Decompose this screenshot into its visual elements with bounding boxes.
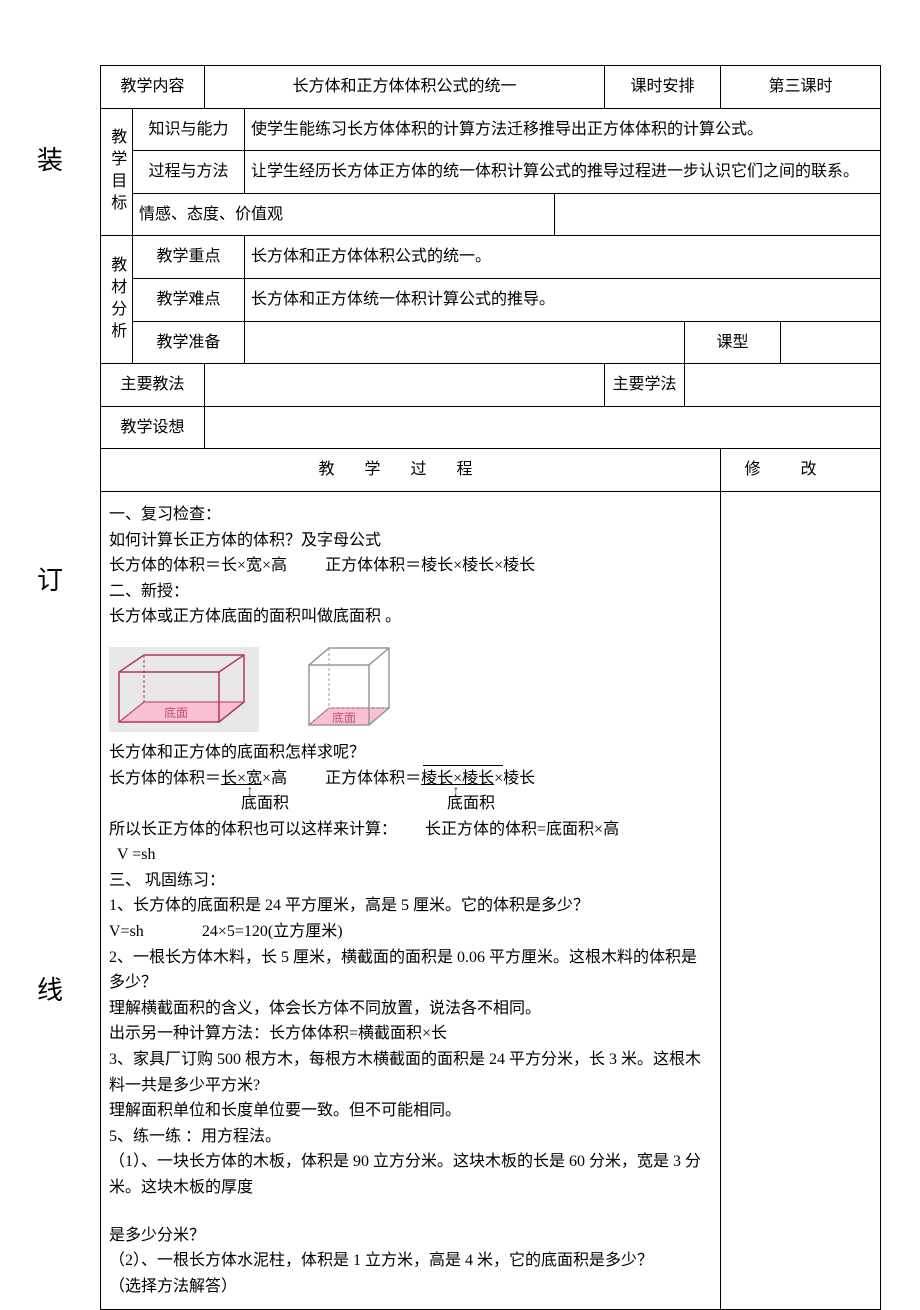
line-06-text: 长方体和正方体的底面积怎样求呢？ xyxy=(109,744,365,761)
goals-row-1: 教学目标 知识与能力 使学生能练习长方体体积的计算方法迁移推导出正方体体积的计算… xyxy=(101,108,881,151)
cuboid-diagram: 底面 xyxy=(109,647,259,732)
margin-label-mid: 订 xyxy=(30,560,70,597)
goals-knowledge-value: 使学生能练习长方体体积的计算方法迁移推导出正方体体积的计算公式。 xyxy=(245,108,881,151)
line-05: 长方体或正方体底面的面积叫做底面积 。 xyxy=(109,604,712,630)
line-08: ↑ 底面积 ↑ 底面积 xyxy=(109,791,712,817)
analysis-type-value xyxy=(781,321,881,364)
line-07: 长方体的体积＝长×宽×高 正方体体积＝棱长×棱长×棱长 xyxy=(109,766,712,792)
line-20: （1）、一块长方体的木板，体积是 90 立方分米。这块木板的长是 60 分米，宽… xyxy=(109,1149,712,1200)
line-03: 长方体的体积＝长×宽×高 正方体体积＝棱长×棱长×棱长 xyxy=(109,553,712,579)
margin-label-top: 装 xyxy=(30,140,70,177)
teaching-content-label: 教学内容 xyxy=(101,66,205,109)
line-01: 一、复习检查： xyxy=(109,502,712,528)
analysis-side-label: 教材分析 xyxy=(101,236,133,364)
line-19: 5、练一练 ：用方程法。 xyxy=(109,1124,712,1150)
analysis-row-3: 教学准备 课型 xyxy=(101,321,881,364)
line-15: 理解横截面积的含义，体会长方体不同放置，说法各不相同。 xyxy=(109,996,712,1022)
shapes-row: 底面 底面 xyxy=(109,640,712,732)
learn-method-label: 主要学法 xyxy=(605,364,685,407)
process-header-row: 教学过程 修改 xyxy=(101,449,881,492)
line-07f: ×棱长 xyxy=(494,770,535,787)
line-02: 如何计算长正方体的体积？及字母公式 xyxy=(109,528,712,554)
goals-process-value: 让学生经历长方体正方体的统一体积计算公式的推导过程进一步认识它们之间的联系。 xyxy=(245,151,881,194)
line-07a: 长方体的体积＝ xyxy=(109,770,221,787)
line-13b: 24×5=120(立方厘米) xyxy=(202,923,343,940)
period-value: 第三课时 xyxy=(721,66,881,109)
line-10: V =sh xyxy=(117,842,712,868)
header-row: 教学内容 长方体和正方体体积公式的统一 课时安排 第三课时 xyxy=(101,66,881,109)
line-12: 1、长方体的底面积是 24 平方厘米，高是 5 厘米。它的体积是多少？ xyxy=(109,893,712,919)
goals-attitude-value xyxy=(555,193,881,236)
margin-label-bot: 线 xyxy=(30,970,70,1007)
process-header-right: 修改 xyxy=(721,449,881,492)
lesson-plan-table: 教学内容 长方体和正方体体积公式的统一 课时安排 第三课时 教学目标 知识与能力… xyxy=(100,65,881,1310)
analysis-prep-label: 教学准备 xyxy=(133,321,245,364)
goals-row-3: 情感、态度、价值观 xyxy=(101,193,881,236)
process-header-left: 教学过程 xyxy=(101,449,721,492)
goals-side-label: 教学目标 xyxy=(101,108,133,236)
process-content: 一、复习检查： 如何计算长正方体的体积？及字母公式 长方体的体积＝长×宽×高 正… xyxy=(101,491,721,1309)
process-header-right-text: 修改 xyxy=(745,461,857,478)
line-07d: 正方体体积＝ xyxy=(325,770,421,787)
analysis-row-2: 教学难点 长方体和正方体统一体积计算公式的推导。 xyxy=(101,278,881,321)
ideas-row: 教学设想 xyxy=(101,406,881,449)
analysis-focus-label: 教学重点 xyxy=(133,236,245,279)
line-17: 3、家具厂订购 500 根方木，每根方木横截面的面积是 24 平方分米，长 3 … xyxy=(109,1047,712,1098)
line-18: 理解面积单位和长度单位要一致。但不可能相同。 xyxy=(109,1098,712,1124)
line-09: 所以长正方体的体积也可以这样来计算： 长正方体的体积=底面积×高 xyxy=(109,817,712,843)
gap xyxy=(109,1201,712,1223)
modify-column xyxy=(721,491,881,1309)
goals-attitude-label: 情感、态度、价值观 xyxy=(133,193,555,236)
goals-knowledge-label: 知识与能力 xyxy=(133,108,245,151)
line-14: 2、一根长方体木料，长 5 厘米，横截面的面积是 0.06 平方厘米。这根木料的… xyxy=(109,945,712,996)
line-23: （选择方法解答） xyxy=(109,1274,712,1300)
analysis-prep-value xyxy=(245,321,685,364)
line-08a-wrap: ↑ 底面积 xyxy=(241,795,293,812)
line-11: 三、 巩固练习： xyxy=(109,868,712,894)
line-16: 出示另一种计算方法：长方体体积=横截面积×长 xyxy=(109,1021,712,1047)
arrow-up-1: ↑ xyxy=(247,781,253,800)
line-13: V=sh 24×5=120(立方厘米) xyxy=(109,919,712,945)
process-header-left-text: 教学过程 xyxy=(319,461,503,478)
methods-row: 主要教法 主要学法 xyxy=(101,364,881,407)
teach-method-value xyxy=(205,364,605,407)
line-21: 是多少分米？ xyxy=(109,1223,712,1249)
cuboid-base-label: 底面 xyxy=(164,705,188,720)
analysis-difficulty-label: 教学难点 xyxy=(133,278,245,321)
line-22: （2）、一根长方体水泥柱，体积是 1 立方米，高是 4 米，它的底面积是多少？ xyxy=(109,1248,712,1274)
goals-row-2: 过程与方法 让学生经历长方体正方体的统一体积计算公式的推导过程进一步认识它们之间… xyxy=(101,151,881,194)
analysis-type-label: 课型 xyxy=(685,321,781,364)
teaching-content-title: 长方体和正方体体积公式的统一 xyxy=(205,66,605,109)
analysis-row-1: 教材分析 教学重点 长方体和正方体体积公式的统一。 xyxy=(101,236,881,279)
teach-method-label: 主要教法 xyxy=(101,364,205,407)
arrow-up-2: ↑ xyxy=(453,781,459,800)
period-arrange-label: 课时安排 xyxy=(605,66,721,109)
line-13a: V=sh xyxy=(109,923,144,940)
analysis-focus-value: 长方体和正方体体积公式的统一。 xyxy=(245,236,881,279)
line-03b: 正方体体积＝棱长×棱长×棱长 xyxy=(325,557,535,574)
line-08b-wrap: ↑ 底面积 xyxy=(447,795,495,812)
blank-line xyxy=(423,746,503,765)
line-07c: ×高 xyxy=(262,770,287,787)
content-row: 一、复习检查： 如何计算长正方体的体积？及字母公式 长方体的体积＝长×宽×高 正… xyxy=(101,491,881,1309)
cube-diagram: 底面 xyxy=(299,640,399,732)
line-09b: 长正方体的体积=底面积×高 xyxy=(425,821,619,838)
cube-base-label: 底面 xyxy=(332,710,356,725)
line-07b: 长×宽 xyxy=(221,770,262,787)
line-06: 长方体和正方体的底面积怎样求呢？ xyxy=(109,740,712,766)
analysis-difficulty-value: 长方体和正方体统一体积计算公式的推导。 xyxy=(245,278,881,321)
ideas-value xyxy=(205,406,881,449)
binding-margin: 装 订 线 xyxy=(20,0,80,1302)
line-03a: 长方体的体积＝长×宽×高 xyxy=(109,557,287,574)
goals-process-label: 过程与方法 xyxy=(133,151,245,194)
line-04: 二、新授： xyxy=(109,579,712,605)
ideas-label: 教学设想 xyxy=(101,406,205,449)
line-09a: 所以长正方体的体积也可以这样来计算： xyxy=(109,821,397,838)
learn-method-value xyxy=(685,364,881,407)
